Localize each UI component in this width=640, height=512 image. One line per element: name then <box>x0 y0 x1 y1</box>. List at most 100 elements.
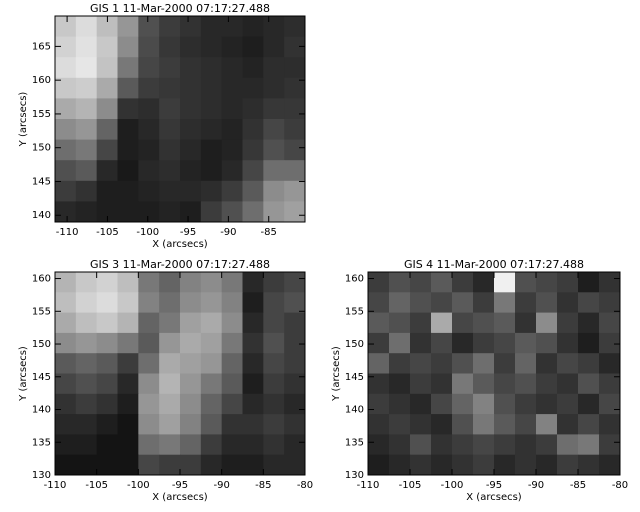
heatmap-cell <box>557 434 579 456</box>
x-tick-label: -110 <box>357 480 380 491</box>
heatmap-cell <box>242 77 264 99</box>
heatmap-cell <box>557 272 579 293</box>
y-tick-label: 130 <box>32 470 51 481</box>
heatmap-cell <box>599 454 621 476</box>
heatmap-cell <box>159 160 181 182</box>
heatmap-cell <box>55 414 77 435</box>
heatmap-cell <box>159 454 181 476</box>
x-tick-label: -90 <box>528 480 544 491</box>
heatmap-cell <box>536 312 558 334</box>
heatmap-cell <box>263 201 285 223</box>
heatmap-cell <box>200 414 223 435</box>
heatmap-cell <box>473 393 495 415</box>
heatmap-cell <box>284 393 306 415</box>
heatmap-cell <box>431 312 453 334</box>
heatmap-cell <box>242 353 264 374</box>
heatmap-cell <box>75 434 98 456</box>
heatmap-cell <box>75 414 98 435</box>
heatmap-cell <box>55 272 77 293</box>
heatmap-cell <box>117 312 139 334</box>
heatmap-cell <box>180 201 202 223</box>
heatmap-cell <box>515 332 537 354</box>
heatmap-cell <box>200 180 223 202</box>
heatmap-cell <box>473 312 495 334</box>
panel: -110 -105 -100 -95 -90 -85 140 145 150 155 160 165 G… <box>18 2 306 250</box>
heatmap-cell <box>180 119 202 141</box>
panel-title: GIS 1 11-Mar-2000 07:17:27.488 <box>90 2 270 15</box>
heatmap-cell <box>96 373 118 395</box>
heatmap-cell <box>536 292 558 314</box>
heatmap-cell <box>578 312 600 334</box>
heatmap-cell <box>138 180 160 202</box>
heatmap-cell <box>242 98 264 120</box>
heatmap-cell <box>96 434 118 456</box>
heatmap-cell <box>284 36 306 58</box>
heatmap-cell <box>494 292 516 314</box>
heatmap-cell <box>75 373 98 395</box>
heatmap-cell <box>494 414 516 435</box>
heatmap-cell <box>578 454 600 476</box>
heatmap-cell <box>473 414 495 435</box>
x-tick-label: -100 <box>441 480 464 491</box>
heatmap-cell <box>200 353 223 374</box>
x-tick-label: -85 <box>570 480 586 491</box>
heatmap-cell <box>368 393 390 415</box>
heatmap-cell <box>138 57 160 79</box>
heatmap-cell <box>180 160 202 182</box>
heatmap-cell <box>578 353 600 374</box>
heatmap-cell <box>557 454 579 476</box>
heatmap-cell <box>159 57 181 79</box>
y-tick-label: 145 <box>32 176 51 187</box>
heatmap-cell <box>242 373 264 395</box>
heatmap-cell <box>138 139 160 161</box>
heatmap-cell <box>221 373 243 395</box>
heatmap-cell <box>536 414 558 435</box>
heatmap-cell <box>473 454 495 476</box>
heatmap-cell <box>263 139 285 161</box>
heatmap-cell <box>263 414 285 435</box>
heatmap-cell <box>263 272 285 293</box>
heatmap-cell <box>410 373 432 395</box>
y-tick-label: 160 <box>32 274 51 285</box>
heatmap-cell <box>536 373 558 395</box>
heatmap-cell <box>221 434 243 456</box>
y-tick-label: 135 <box>345 437 364 448</box>
heatmap-cell <box>284 16 306 38</box>
heatmap-cell <box>55 373 77 395</box>
heatmap-cell <box>431 373 453 395</box>
heatmap-cell <box>599 332 621 354</box>
heatmap-cell <box>138 312 160 334</box>
heatmap-cell <box>96 393 118 415</box>
heatmap-cell <box>452 414 474 435</box>
heatmap-cell <box>242 393 264 415</box>
x-tick-label: -95 <box>180 227 196 238</box>
heatmap-cell <box>96 36 118 58</box>
heatmap-cell <box>117 373 139 395</box>
heatmap-cell <box>138 98 160 120</box>
y-tick-label: 165 <box>32 41 51 52</box>
heatmap-cell <box>263 119 285 141</box>
heatmap-cell <box>75 312 98 334</box>
y-tick-label: 155 <box>345 306 364 317</box>
heatmap-cell <box>138 272 160 293</box>
heatmap-cell <box>138 77 160 99</box>
heatmap-cell <box>515 414 537 435</box>
heatmap-cell <box>389 272 411 293</box>
heatmap-cell <box>599 373 621 395</box>
heatmap-cell <box>117 77 139 99</box>
y-tick-label: 145 <box>32 372 51 383</box>
heatmap-cell <box>473 332 495 354</box>
plot-frame <box>54 15 306 223</box>
heatmap-cell <box>180 393 202 415</box>
heatmap-cell <box>75 332 98 354</box>
heatmap-cell <box>515 393 537 415</box>
heatmap-cell <box>200 393 223 415</box>
heatmap-cell <box>368 434 390 456</box>
heatmap-cell <box>75 57 98 79</box>
heatmap-cell <box>75 139 98 161</box>
heatmap-cell <box>368 414 390 435</box>
heatmap-cell <box>242 332 264 354</box>
heatmap-cell <box>536 454 558 476</box>
heatmap-cell <box>263 16 285 38</box>
